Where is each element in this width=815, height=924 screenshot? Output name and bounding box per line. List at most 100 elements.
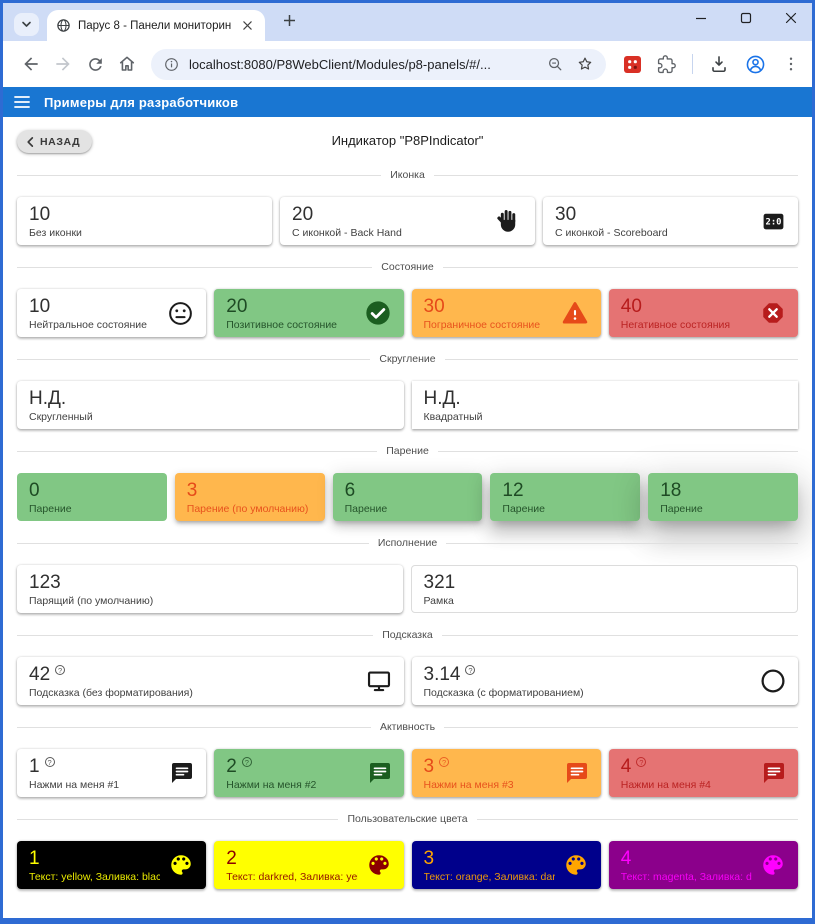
profile-icon[interactable] (745, 54, 766, 75)
card-text: 321 Рамка (424, 572, 786, 607)
hamburger-menu-icon[interactable] (14, 95, 30, 109)
card-value: 3.14 (423, 663, 461, 685)
minimize-button[interactable] (694, 11, 708, 25)
indicator-card[interactable]: 1? Нажми на меня #1 (17, 749, 207, 797)
reload-button[interactable] (79, 48, 111, 80)
indicator-card: 10 Без иконки (17, 197, 272, 245)
menu-dots-icon[interactable] (782, 55, 800, 73)
indicator-card: 40 Негативное состояния (608, 289, 798, 337)
warning-icon (561, 299, 589, 327)
app-title: Примеры для разработчиков (44, 94, 239, 110)
card-value: 30 (555, 203, 577, 225)
card-value: 123 (29, 571, 61, 593)
indicator-card: 30 Пограничное состояние (411, 289, 601, 337)
card-label: С иконкой - Back Hand (292, 226, 402, 239)
bookmark-star-icon[interactable] (576, 55, 594, 73)
section-title: Скругление (379, 353, 436, 365)
card-text: 40 Негативное состояния (621, 296, 752, 331)
indicator-card[interactable]: 4? Нажми на меня #4 (608, 749, 798, 797)
dangerous-icon (760, 300, 786, 326)
section-divider: Активность (17, 720, 799, 734)
indicator-card[interactable]: 2? Нажми на меня #2 (214, 749, 404, 797)
section-divider: Исполнение (17, 536, 798, 550)
card-row: 1 Текст: yellow, Заливка: black 2 Текст: da… (17, 841, 798, 889)
browser-titlebar: Парус 8 - Панели мониторинг (3, 3, 812, 41)
card-text: 18 Парение (660, 480, 786, 515)
help-icon: ? (55, 664, 66, 675)
browser-tab[interactable]: Парус 8 - Панели мониторинг (47, 10, 265, 41)
help-icon: ? (636, 756, 647, 767)
zoom-indicator-icon[interactable] (547, 56, 564, 73)
card-text: 6 Парение (345, 480, 471, 515)
card-value: 10 (29, 203, 51, 225)
divider-line (442, 266, 798, 268)
tab-search-button[interactable] (14, 13, 39, 36)
url-text[interactable]: localhost:8080/P8WebClient/Modules/p8-pa… (189, 56, 491, 72)
card-text: 0 Парение (29, 480, 155, 515)
indicator-card: 42? Подсказка (без форматирования) (17, 657, 404, 705)
card-value: 4 (620, 755, 632, 777)
indicator-card: 20 Позитивное состояние (214, 289, 404, 337)
help-icon: ? (241, 756, 252, 767)
card-row: 42? Подсказка (без форматирования) 3.14? По… (17, 657, 798, 705)
card-label: Позитивное состояние (226, 318, 338, 331)
window-controls (694, 11, 798, 25)
browser-toolbar: localhost:8080/P8WebClient/Modules/p8-pa… (3, 41, 812, 87)
reload-icon (88, 57, 102, 71)
card-label: Текст: orange, Заливка: darkblue (423, 870, 555, 883)
globe-favicon-icon (56, 18, 71, 33)
card-label: Подсказка (без форматирования) (29, 686, 193, 699)
indicator-card: 3 Парение (по умолчанию) (174, 473, 325, 521)
indicator-card[interactable]: 3? Нажми на меня #3 (411, 749, 601, 797)
site-info-icon[interactable] (163, 56, 180, 73)
card-value: 321 (423, 571, 456, 593)
card-text: 1 Текст: yellow, Заливка: black (29, 848, 160, 883)
check-circle-icon (364, 299, 392, 327)
page-title: Индикатор "P8PIndicator" (331, 133, 484, 148)
section-divider: Состояние (17, 260, 798, 274)
indicator-card: 20 С иконкой - Back Hand (280, 197, 535, 245)
back-nav-button[interactable] (15, 48, 47, 80)
divider-line (476, 818, 799, 820)
card-value: 6 (344, 479, 356, 501)
extension-red-icon[interactable] (624, 55, 641, 73)
close-button[interactable] (784, 11, 798, 25)
card-label: Парящий (по умолчанию) (29, 594, 154, 607)
card-row: 0 Парение 3 Парение (по умолчанию) 6 Парение 1… (17, 473, 798, 521)
section-divider: Пользовательские цвета (17, 812, 799, 826)
extensions-puzzle-icon[interactable] (657, 54, 676, 74)
divider-line (17, 818, 339, 820)
card-value: 3 (186, 479, 198, 501)
new-tab-button[interactable] (277, 8, 301, 32)
page-content: НАЗАД Индикатор "P8PIndicator" Иконка 10 Б… (3, 117, 812, 918)
forward-nav-button[interactable] (47, 48, 79, 80)
card-value: 20 (226, 295, 248, 317)
card-label: Рамка (423, 594, 454, 607)
indicator-card: 10 Нейтральное состояние (17, 289, 207, 337)
indicator-card: 6 Парение (332, 473, 483, 521)
card-label: Текст: yellow, Заливка: black (29, 870, 161, 883)
card-text: 20 С иконкой - Back Hand (292, 204, 488, 239)
palette-icon (760, 852, 786, 878)
indicator-card: 321 Рамка (410, 565, 798, 613)
divider-line (444, 726, 799, 728)
tab-close-icon[interactable] (239, 17, 256, 34)
arrow-right-icon (56, 57, 70, 71)
chat-icon (762, 761, 786, 785)
back-button-label: НАЗАД (40, 135, 81, 148)
home-button[interactable] (111, 48, 143, 80)
palette-icon (563, 852, 589, 878)
address-bar[interactable]: localhost:8080/P8WebClient/Modules/p8-pa… (151, 48, 606, 80)
help-icon: ? (439, 756, 450, 767)
back-button[interactable]: НАЗАД (17, 130, 93, 153)
card-value: 2 (226, 755, 237, 777)
section-divider: Иконка (17, 168, 798, 182)
card-row: 123 Парящий (по умолчанию) 321 Рамка (17, 565, 798, 613)
svg-text:2:0: 2:0 (766, 217, 782, 227)
help-icon: ? (465, 664, 476, 675)
downloads-icon[interactable] (709, 54, 729, 74)
card-value: 12 (502, 479, 524, 501)
maximize-button[interactable] (739, 11, 753, 25)
